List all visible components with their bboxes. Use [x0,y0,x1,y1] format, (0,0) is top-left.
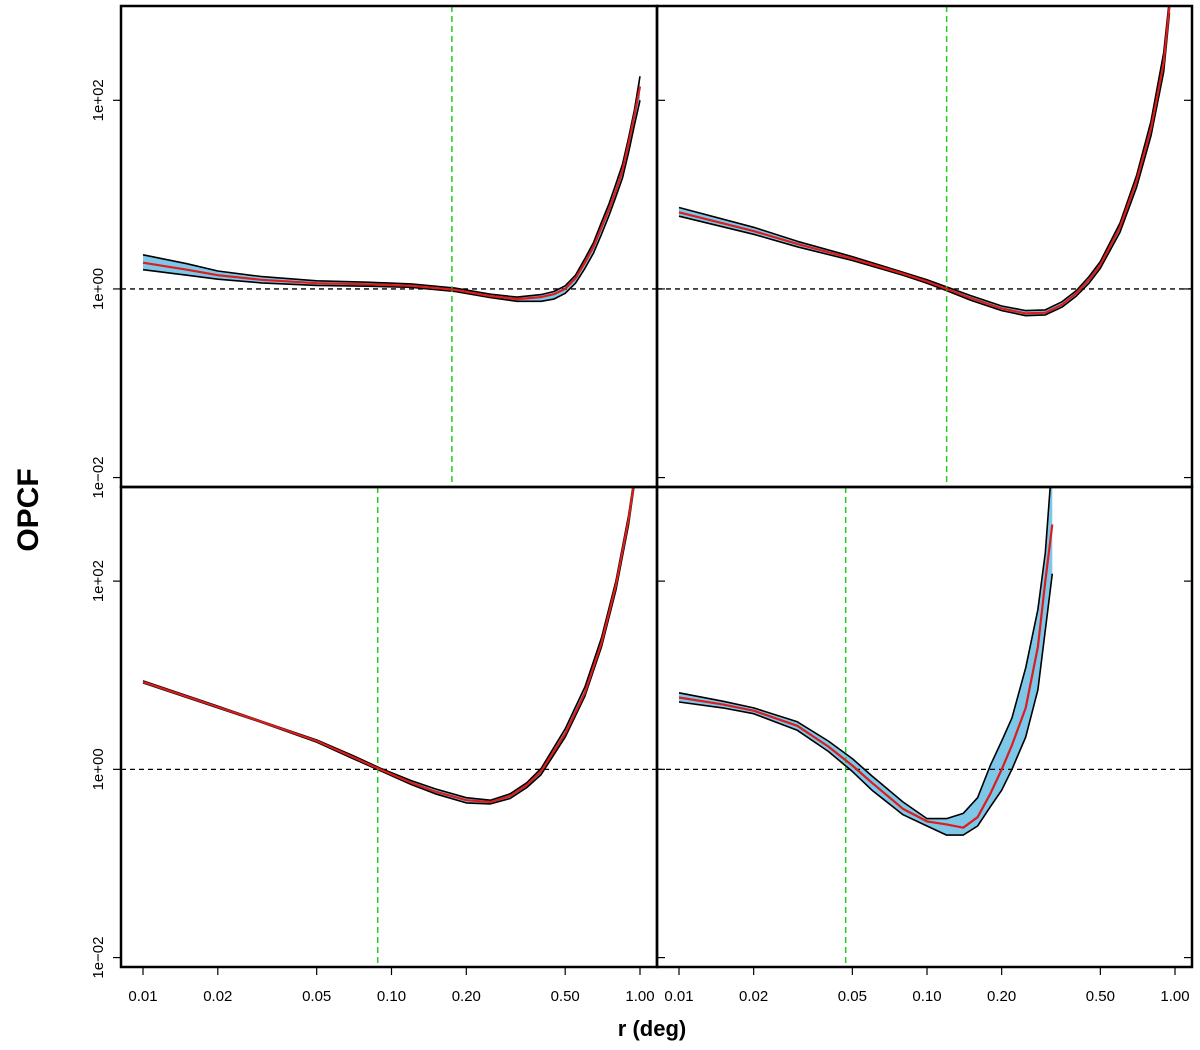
y-tick-label: 1e+02 [90,79,107,121]
y-tick-label: 1e+02 [90,560,107,602]
panel-frame [655,485,1194,969]
x-tick-label: 0.50 [1086,988,1115,1005]
median-line [678,6,1171,315]
upper-bound-line [142,487,634,801]
panel-top-right [657,6,1192,487]
x-axis-title: r (deg) [618,1016,686,1041]
upper-bound-line [678,487,1051,820]
panel-frame [119,485,659,969]
x-tick-label: 0.10 [377,988,406,1005]
lower-bound-line [678,573,1054,836]
y-axis-title: OPCF [12,468,45,551]
x-tick-label: 0.20 [452,988,481,1005]
upper-bound-line [142,76,641,298]
x-tick-label: 0.20 [987,988,1016,1005]
confidence-band [143,487,634,804]
x-tick-label: 1.00 [1160,988,1189,1005]
axes-group: 1e−02 1e+00 1e+02 1e−02 1e+00 1e+02 0.01 0.02 0.… [90,4,1194,1005]
median-line [142,487,635,804]
y-tick-label: 1e−02 [90,937,107,979]
x-tick-label: 0.05 [838,988,867,1005]
x-tick-label: 0.10 [912,988,941,1005]
lower-bound-line [142,487,635,805]
panel-bottom-left [121,487,657,967]
panel-frame [119,4,659,489]
x-tick-label: 0.05 [302,988,331,1005]
x-tick-label: 0.01 [128,988,157,1005]
panel-bottom-right [657,487,1192,967]
y-tick-label: 1e+00 [90,268,107,310]
confidence-band [143,76,640,302]
lower-bound-line [678,12,1171,317]
x-tick-label: 0.02 [203,988,232,1005]
x-tick-label: 0.02 [739,988,768,1005]
y-tick-label: 1e+00 [90,748,107,790]
y-tick-label: 1e−02 [90,456,107,498]
panels-group [121,6,1192,967]
panel-top-left [121,6,657,487]
lower-bound-line [142,100,641,303]
x-tick-label: 0.01 [664,988,693,1005]
x-tick-label: 1.00 [625,988,654,1005]
median-line [142,86,642,301]
median-line [678,524,1054,829]
upper-bound-line [678,6,1170,312]
x-tick-label: 0.50 [551,988,580,1005]
